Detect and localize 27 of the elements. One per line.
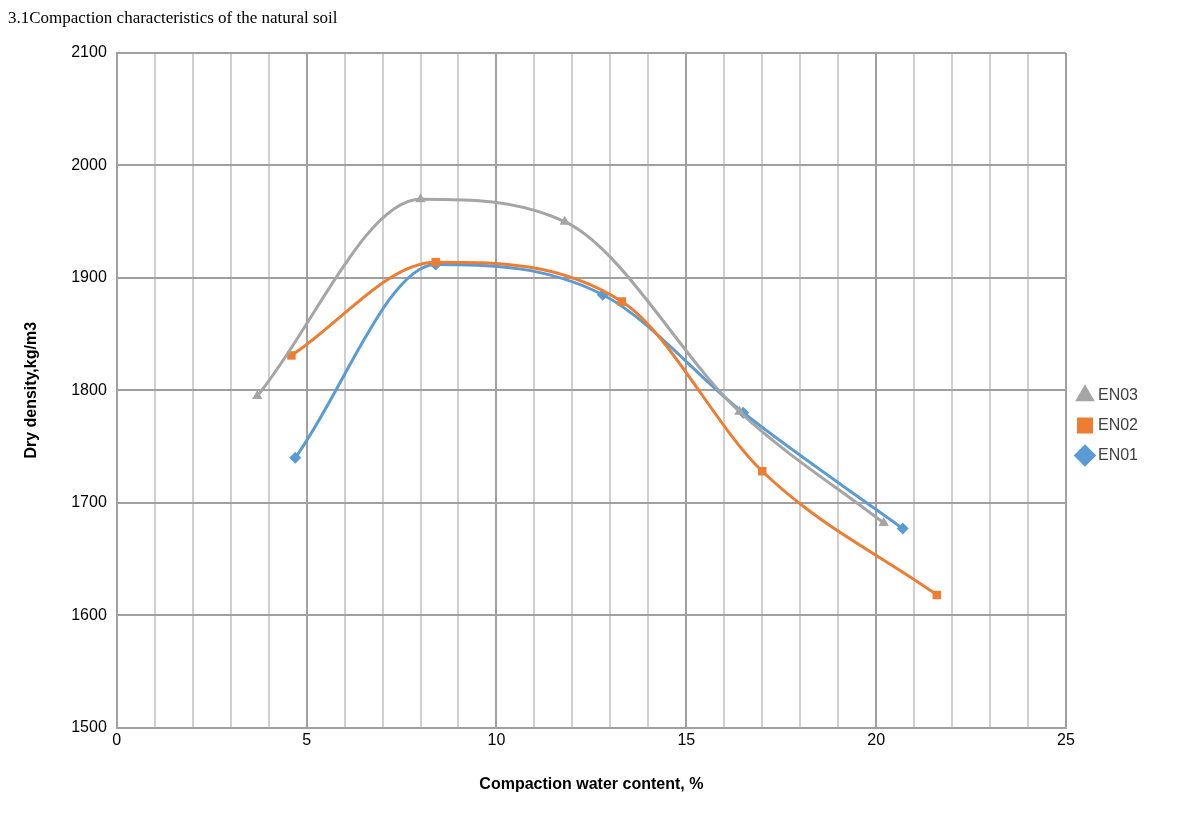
y-axis-title: Dry density,kg/m3 — [22, 321, 40, 459]
x-tick-label: 25 — [1057, 730, 1075, 748]
y-tick-label: 2100 — [71, 43, 107, 61]
y-tick-label: 1600 — [71, 605, 107, 623]
y-tick-label: 2000 — [71, 155, 107, 173]
x-tick-label: 5 — [302, 730, 312, 748]
chart-title: 3.1Compaction characteristics of the natural soil — [8, 8, 339, 28]
point — [896, 522, 909, 535]
y-tick-label: 1800 — [71, 380, 107, 398]
point — [289, 451, 302, 464]
x-tick-label: 15 — [677, 730, 696, 748]
x-tick-label: 20 — [867, 730, 886, 748]
y-tick-label: 1900 — [71, 268, 107, 286]
legend-label: EN01 — [1097, 445, 1139, 463]
point — [415, 193, 426, 203]
point — [559, 215, 570, 225]
x-axis-title: Compaction water content, % — [479, 774, 704, 792]
legend-label: EN02 — [1097, 415, 1139, 433]
x-tick-label: 0 — [112, 730, 122, 748]
y-tick-label: 1700 — [71, 493, 107, 511]
legend-label: EN03 — [1097, 385, 1139, 403]
point — [878, 516, 889, 526]
point — [431, 257, 440, 267]
y-tick-label: 1500 — [71, 718, 107, 736]
point — [734, 405, 745, 415]
point — [617, 297, 626, 306]
x-tick-label: 10 — [487, 730, 506, 748]
